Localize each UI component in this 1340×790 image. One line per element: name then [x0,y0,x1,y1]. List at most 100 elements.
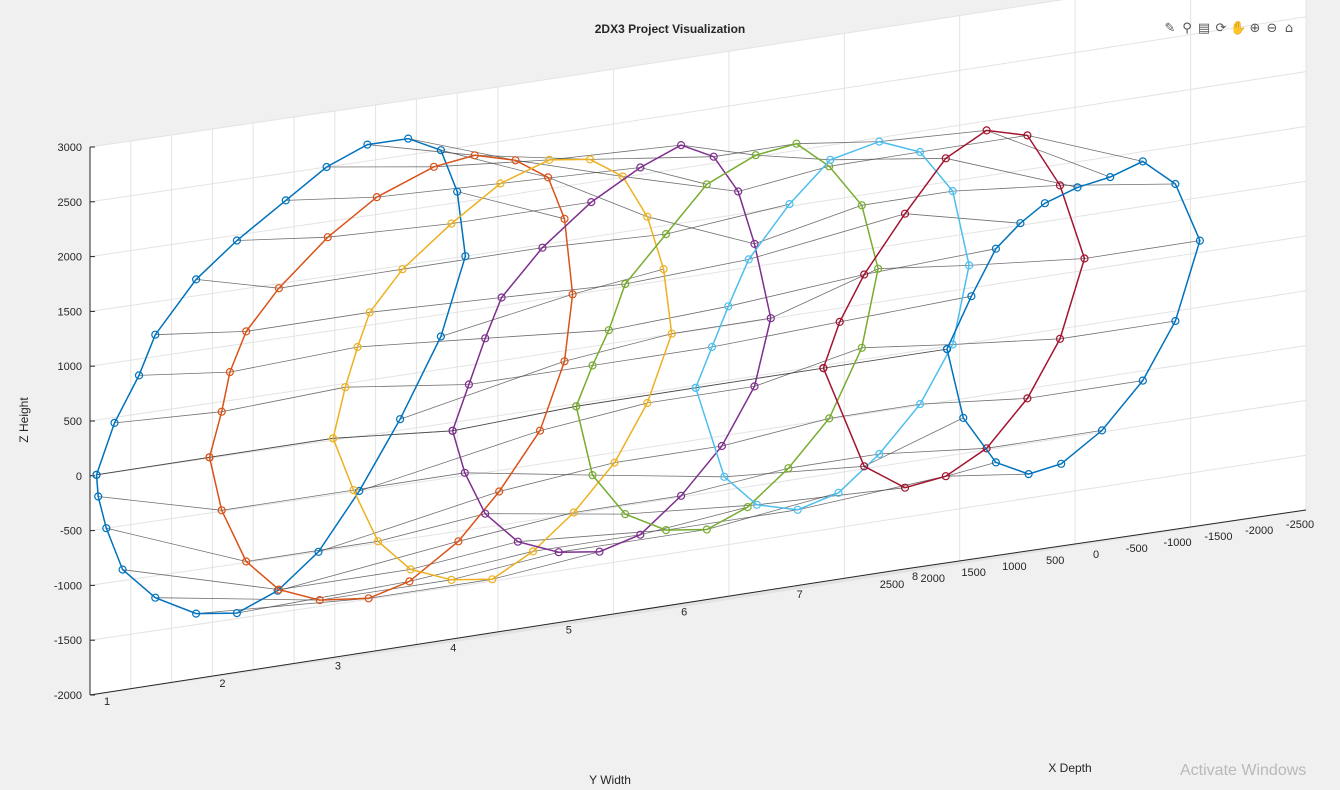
grid-line-z [497,345,1307,472]
data-point [643,398,652,408]
connector-line [1027,135,1143,162]
connector-line [592,474,725,478]
data-point [834,488,843,497]
z-tick-label: 1500 [58,306,82,318]
grid-line-z [89,86,499,148]
data-point [353,342,362,352]
brush-data-icon[interactable]: ✎ [1164,21,1176,36]
connector-line [408,138,516,161]
connector-line [788,453,880,469]
data-point [676,491,686,500]
data-point [1016,219,1025,228]
data-point [454,537,463,546]
grid-line-z [497,16,1307,143]
data-point [1138,157,1147,166]
connector-line [754,347,862,387]
connector-line [500,167,641,184]
data-point [875,449,884,459]
connector-line [440,149,549,178]
connector-line [517,529,667,543]
data-point [750,239,759,248]
connector-line [738,165,830,192]
connector-line [277,540,459,592]
data-point [281,196,290,205]
z-tick-label: -500 [60,526,82,538]
connector-line [748,213,906,260]
data-point [707,342,717,352]
data-point [192,609,201,618]
zoom-in-icon[interactable]: ⊕ [1249,21,1261,36]
connector-line [713,143,797,158]
connector-line [861,190,953,206]
y-tick-label: 0 [1093,549,1099,561]
connector-line [278,268,403,289]
connector-line [376,183,501,198]
data-point [242,327,251,336]
connector-line [399,360,565,420]
data-point [323,233,332,242]
connector-line [410,541,519,570]
connector-line [671,317,771,335]
connector-line [96,456,210,476]
connector-line [706,492,839,530]
connector-line [122,569,279,590]
data-point [1073,183,1082,192]
connector-line [558,529,707,553]
x-tick-label: 2 [219,678,225,690]
data-point [941,472,950,481]
connector-line [920,398,1028,405]
connector-line [945,157,1078,188]
series-scan [205,151,577,605]
connector-line [728,274,865,307]
y-tick-label: 2500 [880,579,904,591]
export-icon[interactable]: ▤ [1197,21,1211,36]
grid-line-z [497,180,1307,307]
data-point [232,236,241,245]
home-icon[interactable]: ⌂ [1284,21,1294,36]
y-tick-label: -1000 [1164,537,1192,549]
data-point [355,486,364,496]
data-tips-icon[interactable]: ⚲ [1182,21,1192,36]
connector-line [451,201,592,224]
data-point [436,146,445,155]
data-point [873,264,883,273]
connector-line [681,144,756,156]
rotate-3d-icon[interactable]: ⟳ [1215,21,1227,36]
grid-line-z [89,305,499,367]
series-scan [819,126,1089,492]
data-point [766,314,775,323]
data-point [1024,470,1033,479]
data-point [900,483,910,492]
data-point [1055,181,1065,190]
data-point [982,126,991,135]
connector-line [721,418,830,447]
data-point [560,357,569,366]
connector-line [98,496,222,511]
series-line [208,154,574,601]
connector-line [327,223,452,238]
zoom-out-icon[interactable]: ⊖ [1266,21,1278,36]
data-point [860,270,869,279]
connector-line [754,204,862,245]
data-point [447,575,456,584]
x-tick-label: 5 [566,625,572,637]
x-tick-label: 3 [335,660,341,672]
data-point [734,187,743,196]
data-point [398,265,407,274]
connector-line [770,268,879,319]
series-line [694,140,970,511]
data-point [826,155,835,164]
data-point [1055,334,1065,343]
data-point [205,453,214,462]
connector-line [864,248,996,275]
grid-line-z [89,634,499,696]
data-point [991,244,1001,253]
z-tick-label: 3000 [58,142,82,154]
connector-line [572,268,664,295]
data-point [545,155,554,164]
pan-icon[interactable]: ✋ [1230,21,1247,36]
x-tick-label: 7 [797,589,803,601]
z-tick-label: 2500 [58,197,82,209]
series-line [575,142,879,531]
